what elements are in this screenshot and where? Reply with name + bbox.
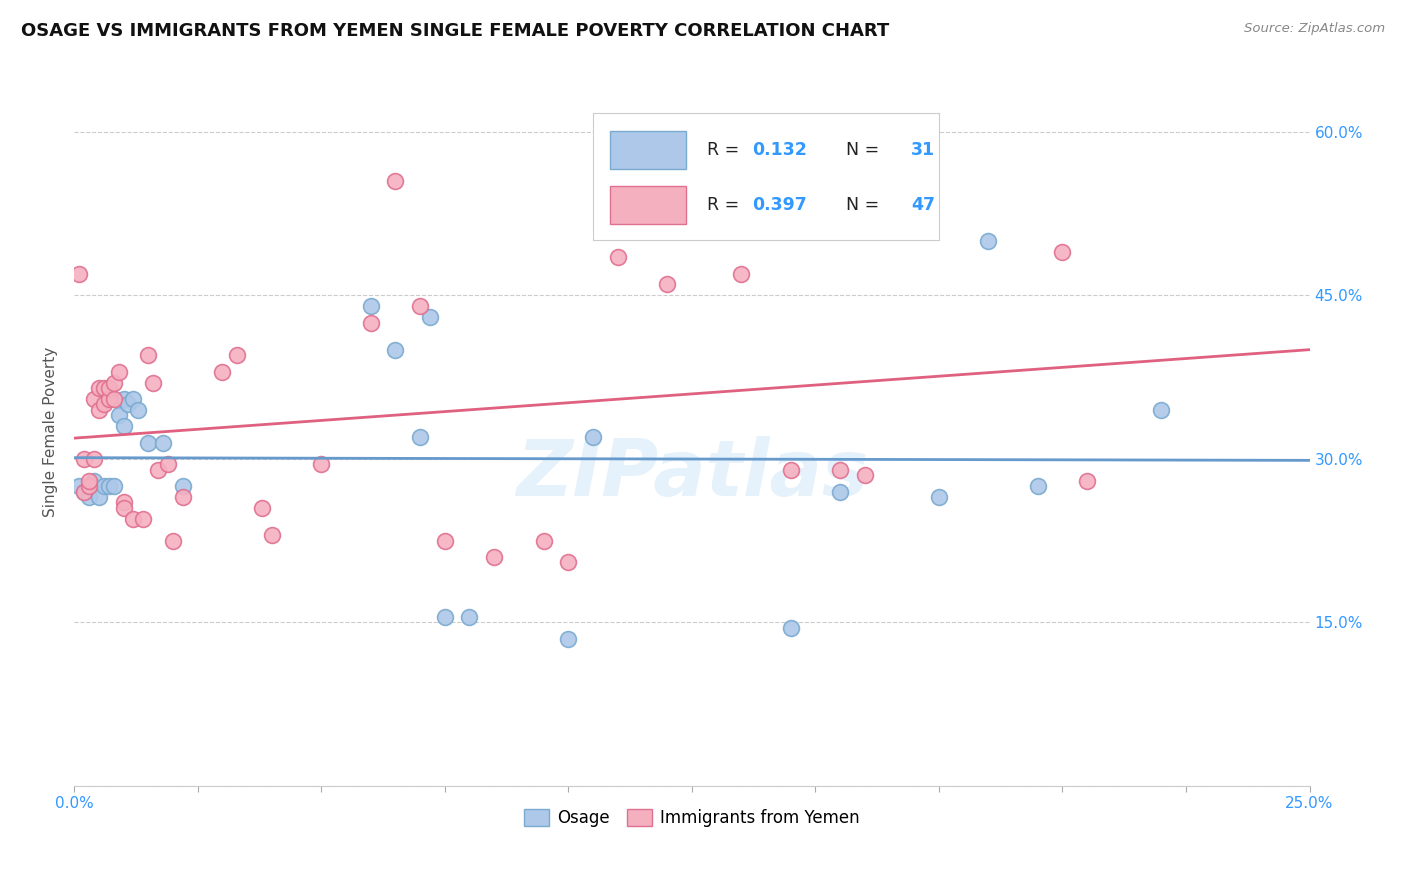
Point [828, 484, 851, 499]
Point [533, 533, 555, 548]
Point [977, 234, 1000, 248]
Point [903, 201, 925, 215]
Point [360, 299, 382, 313]
Point [83, 392, 105, 406]
Point [557, 555, 579, 569]
Point [853, 468, 876, 483]
Text: ZIPatlas: ZIPatlas [516, 436, 868, 512]
Point [779, 621, 801, 635]
Point [136, 348, 159, 362]
Point [77, 479, 100, 493]
Point [117, 397, 139, 411]
Point [433, 610, 456, 624]
Point [97, 381, 120, 395]
Point [122, 392, 145, 406]
Point [226, 348, 249, 362]
Point [97, 392, 120, 406]
Point [112, 392, 135, 406]
Point [828, 463, 851, 477]
Point [655, 277, 678, 292]
Point [928, 490, 950, 504]
Point [77, 474, 100, 488]
Point [409, 299, 432, 313]
Text: Source: ZipAtlas.com: Source: ZipAtlas.com [1244, 22, 1385, 36]
Point [309, 458, 332, 472]
Point [112, 495, 135, 509]
Point [409, 430, 432, 444]
Point [112, 419, 135, 434]
Point [103, 479, 125, 493]
Point [103, 376, 125, 390]
Point [384, 174, 406, 188]
Legend: Osage, Immigrants from Yemen: Osage, Immigrants from Yemen [517, 803, 866, 834]
Point [93, 479, 115, 493]
Point [87, 490, 110, 504]
Point [730, 267, 752, 281]
Point [73, 484, 96, 499]
Point [211, 365, 233, 379]
Point [87, 402, 110, 417]
Point [606, 250, 628, 264]
Point [152, 435, 174, 450]
Y-axis label: Single Female Poverty: Single Female Poverty [44, 346, 58, 516]
Point [433, 533, 456, 548]
Point [162, 533, 184, 548]
Point [87, 381, 110, 395]
Point [172, 490, 194, 504]
Point [112, 500, 135, 515]
Point [1150, 402, 1173, 417]
Point [419, 310, 441, 325]
Point [107, 365, 129, 379]
Point [360, 316, 382, 330]
Point [93, 381, 115, 395]
Point [93, 397, 115, 411]
Point [582, 430, 605, 444]
Point [73, 451, 96, 466]
Point [103, 392, 125, 406]
Point [1076, 474, 1098, 488]
Text: OSAGE VS IMMIGRANTS FROM YEMEN SINGLE FEMALE POVERTY CORRELATION CHART: OSAGE VS IMMIGRANTS FROM YEMEN SINGLE FE… [21, 22, 890, 40]
Point [67, 267, 90, 281]
Point [458, 610, 481, 624]
Point [142, 376, 165, 390]
Point [482, 549, 505, 564]
Point [172, 479, 194, 493]
Point [73, 484, 96, 499]
Point [557, 632, 579, 646]
Point [146, 463, 169, 477]
Point [779, 463, 801, 477]
Point [136, 435, 159, 450]
Point [132, 512, 155, 526]
Point [260, 528, 283, 542]
Point [384, 343, 406, 357]
Point [250, 500, 273, 515]
Point [1026, 479, 1049, 493]
Point [83, 474, 105, 488]
Point [122, 512, 145, 526]
Point [77, 490, 100, 504]
Point [97, 479, 120, 493]
Point [83, 451, 105, 466]
Point [107, 409, 129, 423]
Point [1052, 244, 1074, 259]
Point [67, 479, 90, 493]
Point [156, 458, 179, 472]
Point [127, 402, 149, 417]
